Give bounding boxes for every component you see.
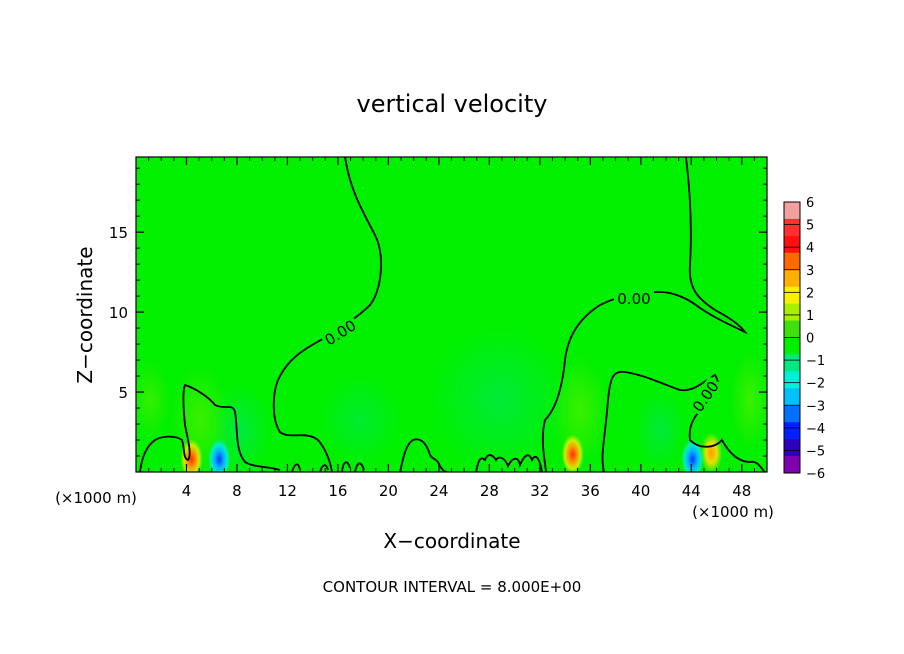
x-tick-label: 16 xyxy=(328,482,347,500)
colorbar-swatch xyxy=(784,269,800,288)
plot-area: 0.00 0.00 0.00 xyxy=(135,156,768,473)
contour-zero-right xyxy=(541,157,748,472)
x-unit-left: (×1000 m) xyxy=(55,489,137,507)
colorbar-tick-label: 2 xyxy=(806,286,814,301)
colorbar-tick-label: −1 xyxy=(806,354,825,369)
contour-zero-small xyxy=(291,461,365,472)
x-tick-label: 32 xyxy=(530,482,549,500)
colorbar-tick-label: −6 xyxy=(806,467,825,482)
x-axis: 4 8 12 16 20 24 28 32 36 40 44 48 xyxy=(148,157,755,500)
feature-marks xyxy=(180,432,723,472)
colorbar-tick-label: −4 xyxy=(806,422,825,437)
colorbar-tick-label: 0 xyxy=(806,332,814,347)
weak-downdraft-zone xyxy=(320,375,400,465)
colorbar-swatch xyxy=(784,354,800,372)
y-axis: 5 10 15 xyxy=(109,167,767,457)
colorbar-tick-label: 4 xyxy=(806,241,814,256)
colorbar-tick-label: −3 xyxy=(806,399,825,414)
weak-updraft-zone xyxy=(550,355,610,465)
x-tick-label: 36 xyxy=(581,482,600,500)
colorbar-swatch xyxy=(784,405,800,423)
x-tick-label: 48 xyxy=(732,482,751,500)
y-tick-label: 15 xyxy=(109,224,128,242)
x-tick-label: 12 xyxy=(278,482,297,500)
y-tick-label: 10 xyxy=(109,304,128,322)
feature-updraft-0 xyxy=(180,439,203,472)
colorbar-swatch xyxy=(784,320,800,338)
x-tick-label: 24 xyxy=(429,482,448,500)
weak-updraft-zone xyxy=(730,350,767,450)
feature-updraft-2 xyxy=(561,434,584,472)
colorbar-tick-label: 6 xyxy=(806,196,814,211)
colorbar-swatch xyxy=(784,303,800,322)
colorbar: 6 5 4 3 2 1 0 −1 −2 −3 −4 −5 −6 xyxy=(783,196,825,482)
weak-updraft-zone xyxy=(136,360,170,440)
colorbar-swatch xyxy=(784,456,800,474)
x-tick-label: 8 xyxy=(232,482,242,500)
y-axis-label: Z−coordinate xyxy=(73,246,97,383)
colorbar-swatch xyxy=(784,388,800,406)
colorbar-swatch xyxy=(784,439,800,457)
colorbar-swatch xyxy=(784,202,800,220)
x-tick-label: 28 xyxy=(480,482,499,500)
x-tick-label: 44 xyxy=(682,482,701,500)
contour-zero-mid-2 xyxy=(475,454,543,472)
y-tick-label: 5 xyxy=(118,384,128,402)
x-tick-label: 20 xyxy=(379,482,398,500)
colorbar-tick-label: −5 xyxy=(806,444,825,459)
colorbar-swatch xyxy=(784,235,800,254)
x-axis-label: X−coordinate xyxy=(383,529,520,553)
feature-updraft-3 xyxy=(700,432,723,472)
x-tick-label: 4 xyxy=(182,482,192,500)
colorbar-swatch xyxy=(784,218,800,237)
colorbar-tick-label: 1 xyxy=(806,309,814,324)
colorbar-swatch xyxy=(784,252,800,271)
x-tick-label: 40 xyxy=(631,482,650,500)
contour-zero-left-lower xyxy=(139,383,281,472)
colorbar-swatch xyxy=(784,422,800,440)
contour-zero-mid-1 xyxy=(399,438,448,472)
contour-label-bg xyxy=(319,314,361,350)
colorbar-tick-label: −2 xyxy=(806,377,825,392)
colorbar-swatch xyxy=(784,286,800,305)
colorbar-swatch xyxy=(784,371,800,389)
colorbar-tick-label: 3 xyxy=(806,264,814,279)
colorbar-swatch xyxy=(784,337,800,355)
contour-label-bg xyxy=(614,290,654,308)
contour-zero-left xyxy=(272,157,382,472)
chart-title: vertical velocity xyxy=(357,90,548,118)
x-unit-right: (×1000 m) xyxy=(692,503,774,521)
contour-interval-note: CONTOUR INTERVAL = 8.000E+00 xyxy=(323,578,582,596)
contour-label-right: 0.00 xyxy=(617,290,650,308)
feature-downdraft-1 xyxy=(208,439,231,472)
contour-label-bg xyxy=(687,375,725,418)
weak-downdraft-zone xyxy=(430,325,570,472)
feature-downdraft-4 xyxy=(681,439,704,472)
colorbar-tick-label: 5 xyxy=(806,219,814,234)
weak-downdraft-zone xyxy=(635,390,685,470)
